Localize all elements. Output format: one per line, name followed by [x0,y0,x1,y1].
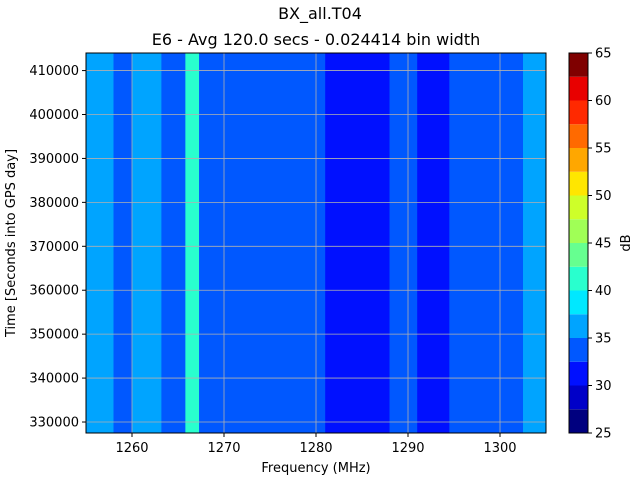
heatmap-band [449,53,510,433]
colorbar-segment [569,219,588,243]
colorbar: 25 30 35 40 45 50 55 60 65 [568,47,612,442]
colorbar-segment [569,290,588,315]
y-tick-label: 330000 [29,416,79,431]
colorbar-tick-label: 40 [595,284,612,299]
colorbar-segment [569,243,588,267]
y-tick-label: 360000 [29,284,79,299]
colorbar-segment [569,171,588,196]
chart-subtitle: E6 - Avg 120.0 secs - 0.024414 bin width [152,30,480,49]
colorbar-tick-label: 50 [595,189,612,204]
heatmap-band [325,53,390,433]
heatmap-edge [233,53,239,433]
colorbar-label: dB [619,234,634,251]
colorbar-segment [569,361,588,386]
heatmap-edge [113,53,121,433]
x-tick-label: 1290 [391,441,424,456]
colorbar-segment [569,124,588,148]
colorbar-tick-label: 65 [595,47,612,62]
colorbar-segment [569,195,588,220]
colorbar-tick-label: 30 [595,379,612,394]
heatmap-band [185,53,200,433]
chart-title: BX_all.T04 [278,4,362,24]
y-tick-label: 350000 [29,328,79,343]
grid-lines [86,53,546,433]
colorbar-segment [569,385,588,410]
x-tick-label: 1280 [299,441,332,456]
colorbar-tick-label: 60 [595,94,612,109]
heatmap-band [233,53,326,433]
colorbar-segment [569,338,588,362]
colorbar-tick-label: 35 [595,332,612,347]
y-axis-label: Time [Seconds into GPS day] [4,149,19,338]
colorbar-segment [569,314,588,338]
x-axis-label: Frequency (MHz) [261,461,370,476]
heatmap-band [199,53,234,433]
heatmap-band [86,53,114,433]
heatmap-band [389,53,418,433]
colorbar-tick-label: 25 [595,427,612,442]
y-tick-label: 340000 [29,372,79,387]
colorbar-tick-label: 45 [595,237,612,252]
y-tick-label: 400000 [29,108,79,123]
y-tick-label: 390000 [29,152,79,167]
y-tick-label: 380000 [29,196,79,211]
x-tick-label: 1300 [483,441,516,456]
x-tick-label: 1270 [207,441,240,456]
colorbar-segment [569,409,588,433]
colorbar-tick-label: 55 [595,142,612,157]
colorbar-segment [569,148,588,172]
heatmap-band [417,53,450,433]
y-axis: 330000 340000 350000 360000 370000 380000 3900… [29,64,86,431]
y-tick-label: 410000 [29,64,79,79]
y-tick-label: 370000 [29,240,79,255]
x-tick-label: 1260 [115,441,148,456]
colorbar-segment [569,53,588,77]
heatmap-edge [509,53,523,433]
heatmap-band [523,53,546,433]
colorbar-segment [569,100,588,125]
heatmap-band [132,53,162,433]
colorbar-segment [569,266,588,291]
x-axis: 1260 1270 1280 1290 1300 [115,433,517,456]
heatmap-band [161,53,186,433]
colorbar-segment [569,76,588,101]
